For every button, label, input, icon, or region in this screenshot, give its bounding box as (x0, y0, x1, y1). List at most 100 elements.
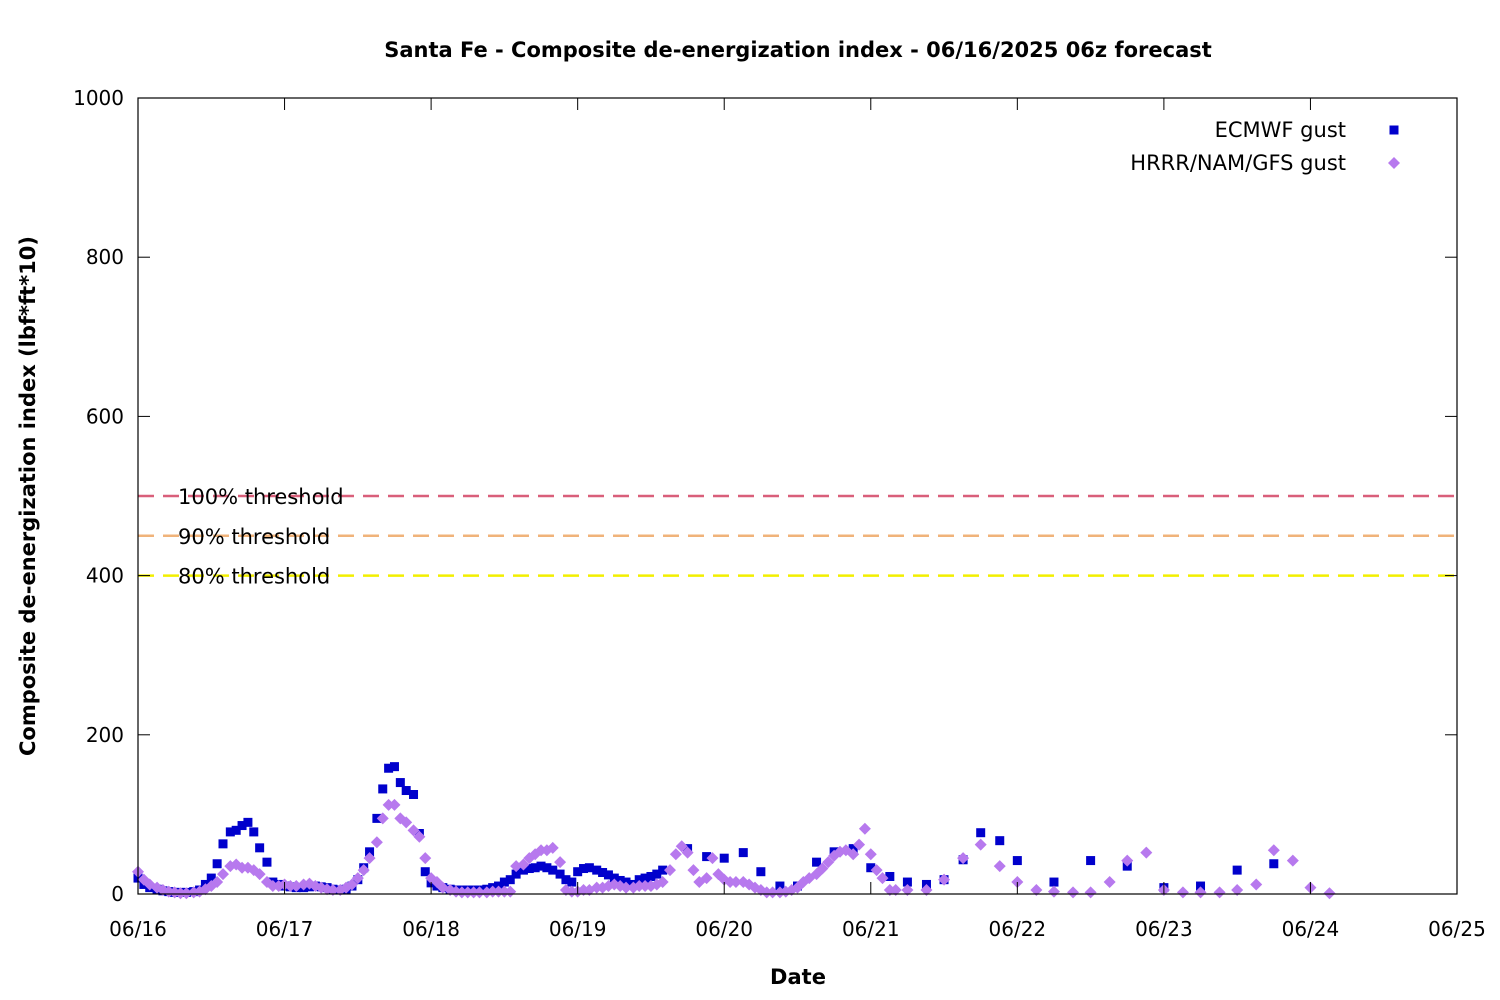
data-point-ecmwf (212, 859, 222, 869)
data-point-hrrr (847, 848, 860, 861)
data-point-ecmwf (603, 870, 613, 880)
legend: ECMWF gust HRRR/NAM/GFS gust (1130, 118, 1400, 175)
data-point-ecmwf (243, 817, 253, 827)
data-point-hrrr (400, 816, 413, 829)
data-point-hrrr (388, 798, 401, 811)
data-point-hrrr (554, 856, 567, 869)
x-tick-label: 06/20 (695, 917, 753, 941)
data-point-ecmwf (885, 871, 895, 881)
data-point-ecmwf (530, 863, 540, 873)
data-point-ecmwf (1086, 856, 1096, 866)
x-tick-label: 06/24 (1282, 917, 1340, 941)
x-tick-label: 06/18 (402, 917, 460, 941)
data-point-hrrr (853, 838, 866, 851)
y-axis-label: Composite de-energization index (lbf*ft*… (16, 236, 40, 756)
y-tick-label: 1000 (73, 86, 124, 110)
data-point-hrrr (766, 886, 779, 899)
data-point-hrrr (974, 838, 987, 851)
data-point-ecmwf (646, 871, 656, 881)
data-point-ecmwf (561, 875, 571, 885)
x-axis-label: Date (770, 965, 826, 989)
data-point-ecmwf (231, 825, 241, 835)
data-point-hrrr (217, 868, 230, 881)
data-point-hrrr (1231, 884, 1244, 897)
data-point-ecmwf (775, 881, 785, 891)
data-point-ecmwf (499, 877, 509, 887)
threshold-label: 100% threshold (178, 485, 344, 509)
data-point-hrrr (669, 848, 682, 861)
x-axis: 06/16 06/17 06/18 06/19 06/20 06/21 06/22 06/23… (109, 98, 1486, 941)
data-point-hrrr (858, 822, 871, 835)
legend-marker-square (1389, 125, 1399, 135)
data-point-hrrr (864, 848, 877, 861)
data-point-hrrr (729, 876, 742, 889)
data-point-hrrr (211, 876, 224, 889)
data-point-ecmwf (524, 864, 534, 874)
data-point-ecmwf (1012, 856, 1022, 866)
data-point-hrrr (993, 860, 1006, 873)
y-tick-label: 600 (86, 404, 124, 428)
data-point-ecmwf (756, 867, 766, 877)
data-point-hrrr (407, 824, 420, 837)
data-point-hrrr (1267, 844, 1280, 857)
data-point-hrrr (706, 852, 719, 865)
data-point-hrrr (370, 836, 383, 849)
data-point-hrrr (656, 876, 669, 889)
y-axis: 0 200 400 600 800 1000 (73, 86, 1457, 906)
data-point-ecmwf (592, 865, 602, 875)
data-point-ecmwf (420, 867, 430, 877)
data-point-hrrr (326, 884, 339, 897)
data-point-ecmwf (206, 873, 216, 883)
data-point-hrrr (920, 884, 933, 897)
threshold-label: 90% threshold (178, 525, 330, 549)
plot-frame (137, 97, 1458, 895)
data-point-hrrr (816, 862, 829, 875)
data-point-hrrr (253, 868, 266, 881)
data-point-hrrr (1067, 886, 1080, 899)
data-point-hrrr (938, 873, 951, 886)
data-point-ecmwf (548, 865, 558, 875)
y-tick-label: 200 (86, 723, 124, 747)
data-point-ecmwf (652, 869, 662, 879)
data-point-hrrr (1286, 854, 1299, 867)
data-point-ecmwf (1049, 877, 1059, 887)
data-point-ecmwf (1232, 865, 1242, 875)
data-point-hrrr (663, 864, 676, 877)
data-point-ecmwf (505, 875, 515, 885)
data-point-hrrr (504, 885, 517, 898)
data-point-hrrr (1323, 887, 1336, 900)
data-point-ecmwf (225, 827, 235, 837)
x-tick-label: 06/21 (842, 917, 900, 941)
data-point-ecmwf (995, 836, 1005, 846)
data-point-ecmwf (1196, 881, 1206, 891)
data-point-hrrr (419, 852, 432, 865)
y-tick-label: 800 (86, 245, 124, 269)
data-point-hrrr (473, 886, 486, 899)
data-point-hrrr (351, 872, 364, 885)
data-point-hrrr (376, 812, 389, 825)
data-point-ecmwf (1269, 859, 1279, 869)
legend-label: ECMWF gust (1215, 118, 1346, 142)
data-point-ecmwf (365, 847, 375, 857)
data-point-hrrr (546, 841, 559, 854)
data-point-ecmwf (384, 763, 394, 773)
data-point-ecmwf (237, 821, 247, 831)
data-point-hrrr (681, 846, 694, 859)
data-point-ecmwf (542, 863, 552, 873)
data-point-ecmwf (555, 869, 565, 879)
data-point-ecmwf (262, 857, 272, 867)
data-point-ecmwf (738, 848, 748, 858)
legend-marker-diamond (1388, 157, 1400, 169)
data-point-hrrr (957, 852, 970, 865)
data-point-hrrr (1103, 876, 1116, 889)
data-point-hrrr (1140, 846, 1153, 859)
data-point-ecmwf (579, 864, 589, 874)
data-point-hrrr (870, 864, 883, 877)
data-point-ecmwf (609, 873, 619, 883)
data-point-hrrr (357, 864, 370, 877)
data-point-ecmwf (409, 790, 419, 799)
x-tick-label: 06/23 (1135, 917, 1193, 941)
data-point-ecmwf (634, 875, 644, 885)
data-point-ecmwf (702, 852, 712, 862)
data-point-hrrr (1250, 878, 1263, 891)
